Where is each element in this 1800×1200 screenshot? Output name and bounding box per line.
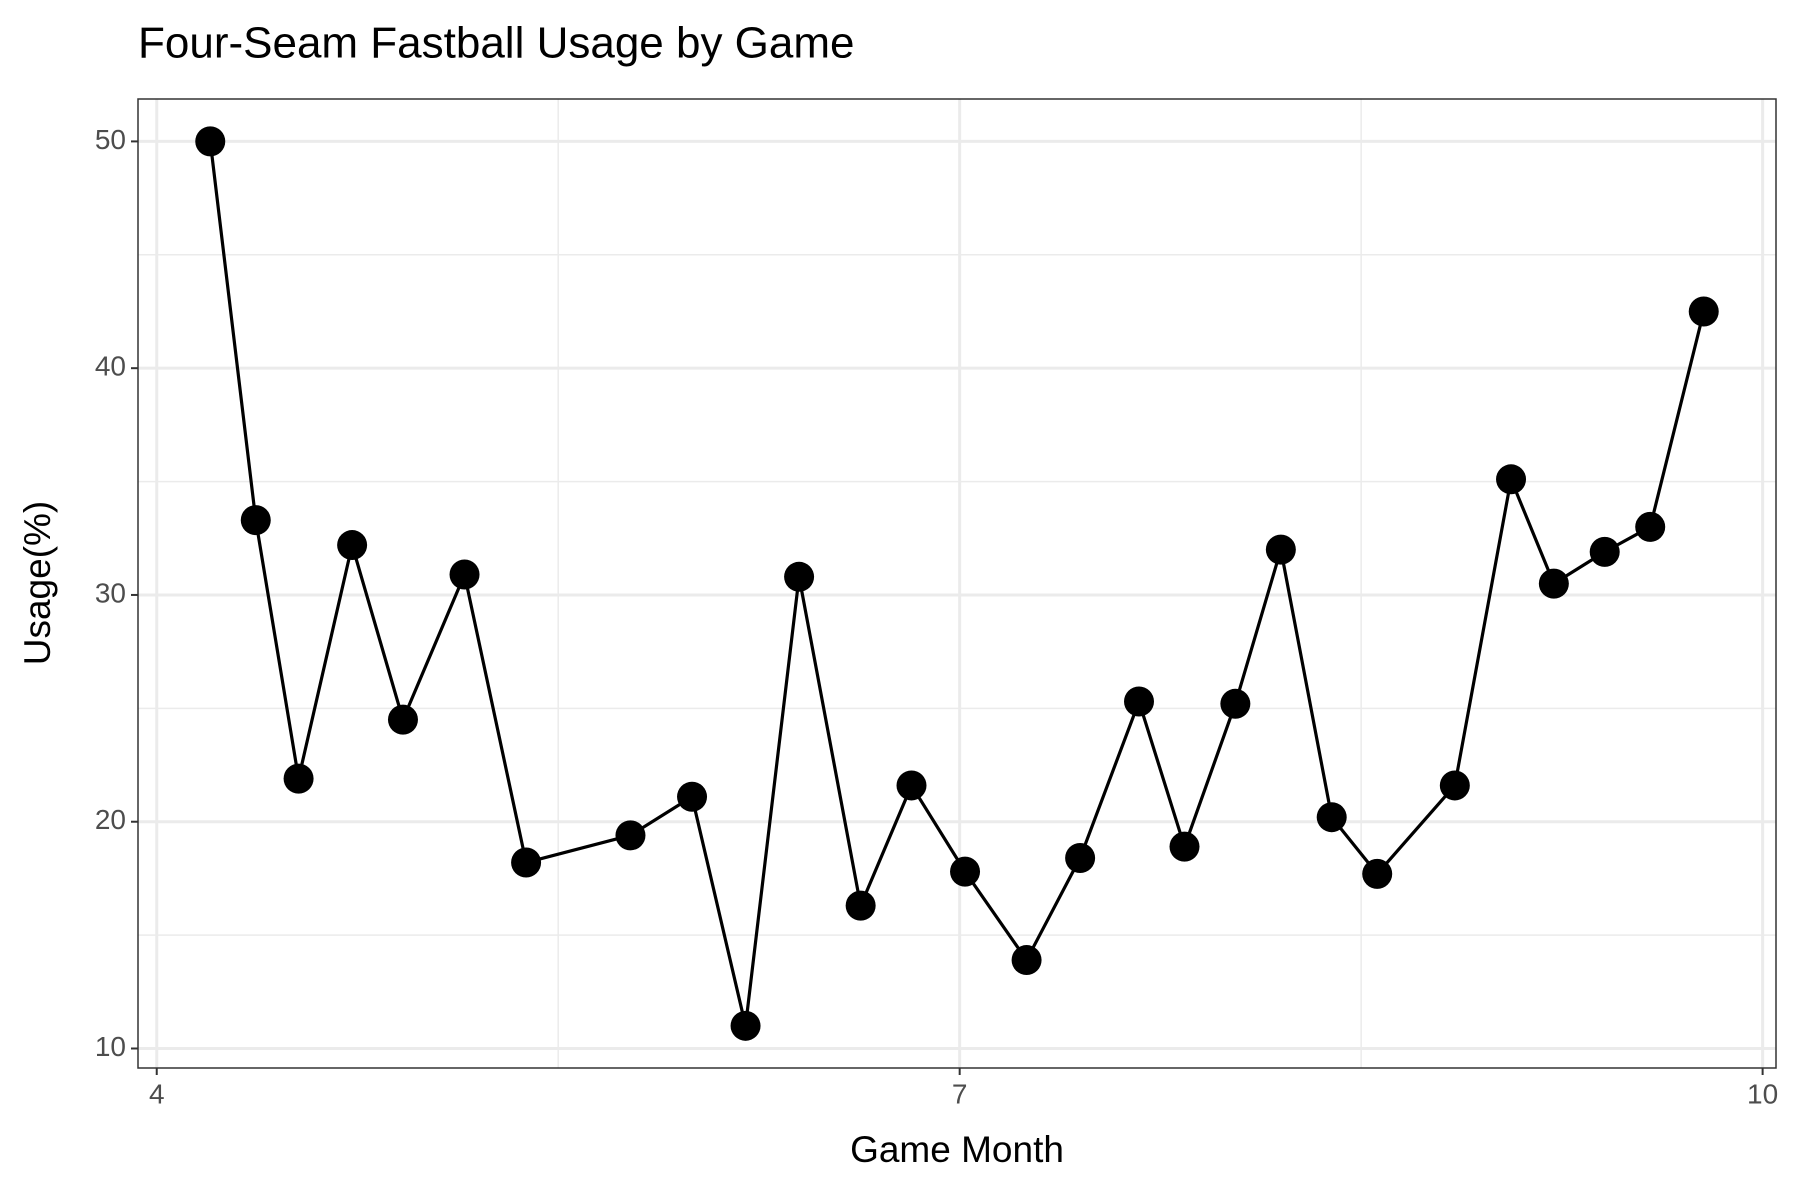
chart-title: Four-Seam Fastball Usage by Game bbox=[138, 19, 855, 68]
data-point bbox=[615, 820, 646, 851]
data-point bbox=[1124, 686, 1154, 717]
data-point bbox=[950, 856, 981, 887]
data-point bbox=[1362, 858, 1393, 889]
data-point bbox=[1688, 296, 1719, 327]
y-tick-label: 20 bbox=[95, 804, 126, 835]
data-point bbox=[387, 704, 418, 735]
data-point bbox=[1220, 688, 1251, 719]
x-tick-label: 7 bbox=[952, 1078, 968, 1109]
x-tick-label: 4 bbox=[149, 1078, 165, 1109]
data-point bbox=[1011, 945, 1042, 976]
data-point bbox=[1496, 464, 1527, 495]
data-point bbox=[195, 126, 226, 157]
x-axis-title: Game Month bbox=[850, 1129, 1064, 1170]
data-point bbox=[845, 890, 876, 921]
data-point bbox=[1635, 511, 1666, 542]
data-point bbox=[449, 559, 480, 590]
data-point bbox=[1538, 568, 1569, 599]
y-tick-label: 10 bbox=[95, 1031, 126, 1062]
data-point bbox=[677, 781, 708, 812]
x-tick-label: 10 bbox=[1747, 1078, 1778, 1109]
y-tick-label: 50 bbox=[95, 124, 126, 155]
data-point bbox=[1589, 536, 1620, 567]
panel-border bbox=[137, 98, 1777, 1069]
data-point bbox=[730, 1010, 761, 1041]
data-point bbox=[1169, 831, 1200, 862]
y-axis-title: Usage(%) bbox=[17, 501, 58, 666]
data-point bbox=[896, 770, 927, 801]
data-point bbox=[1316, 802, 1347, 833]
data-point bbox=[511, 847, 542, 878]
data-point bbox=[283, 763, 314, 794]
data-point bbox=[784, 561, 815, 592]
data-point bbox=[1439, 770, 1470, 801]
data-point bbox=[337, 530, 368, 561]
data-point bbox=[240, 505, 271, 536]
y-tick-label: 30 bbox=[95, 577, 126, 608]
y-tick-label: 40 bbox=[95, 351, 126, 382]
data-point bbox=[1265, 534, 1296, 565]
series-line bbox=[208, 141, 1706, 1028]
data-point bbox=[1065, 843, 1096, 874]
